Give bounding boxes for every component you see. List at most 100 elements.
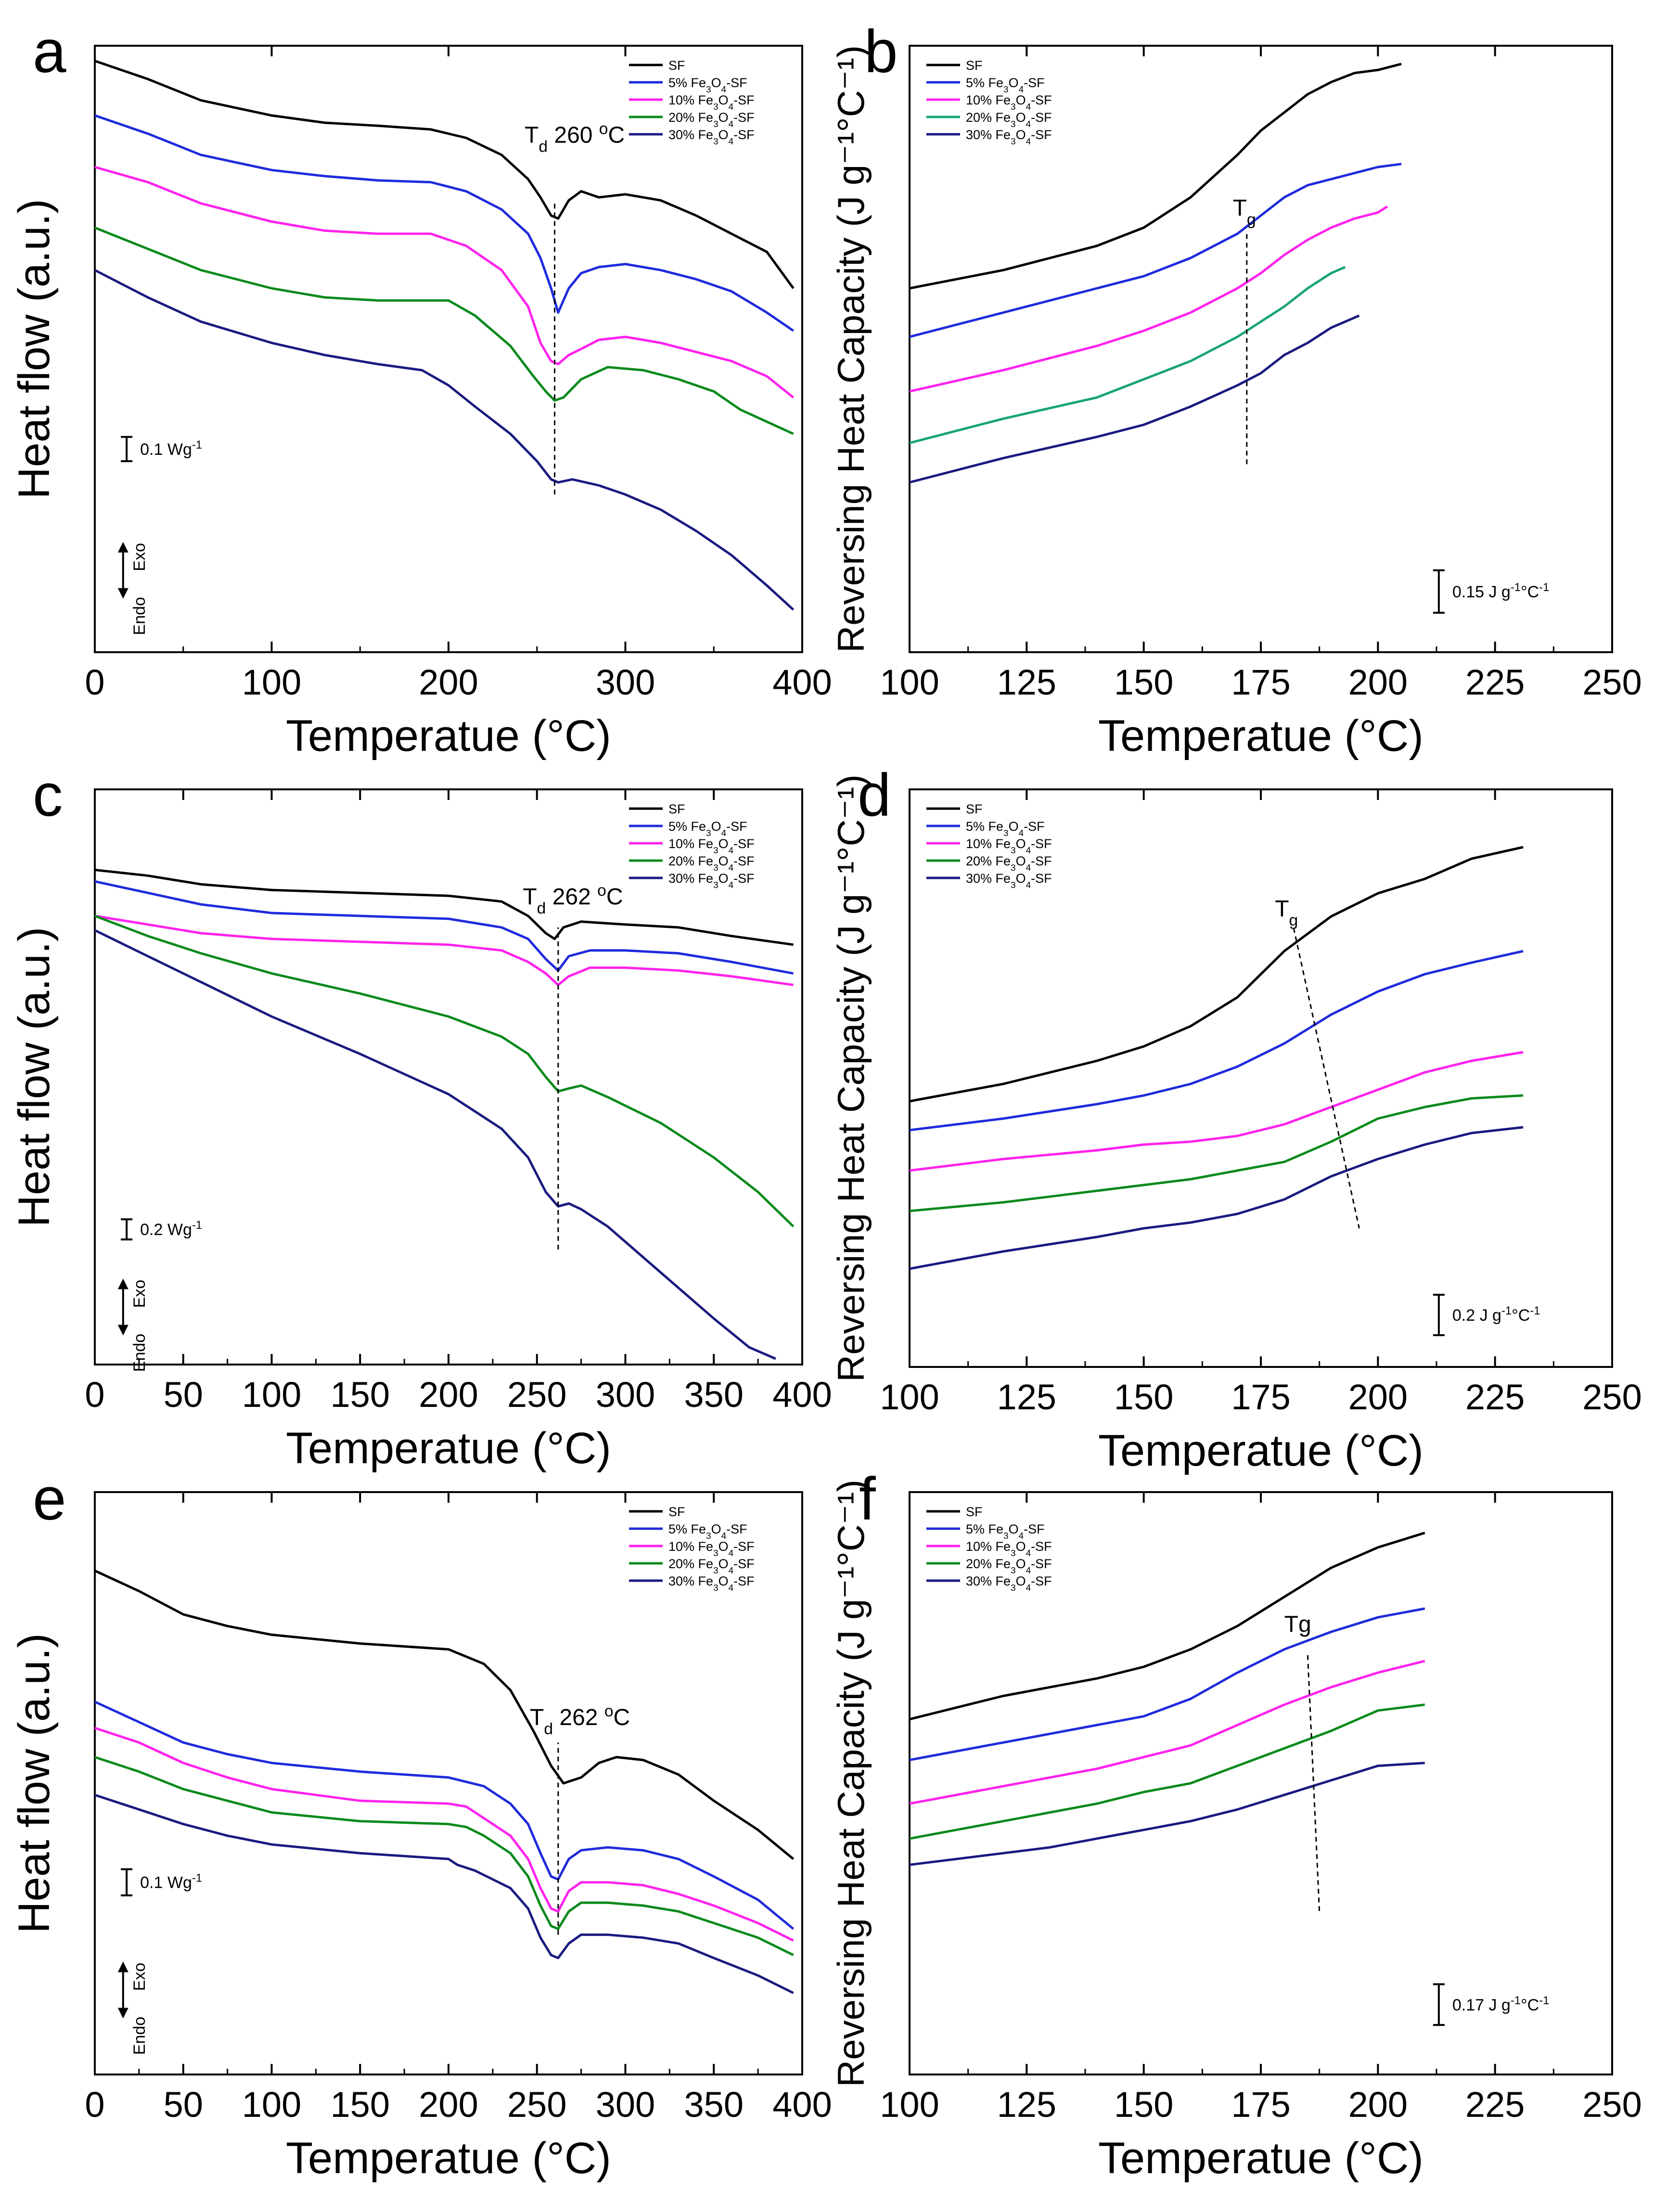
x-tick-label: 50 (164, 2085, 203, 2125)
x-tick-label: 50 (164, 1375, 203, 1415)
x-tick-label: 200 (419, 662, 478, 702)
series-line-3 (94, 226, 794, 435)
y-axis-title: Reversing Heat Capacity (J g⁻¹°C⁻¹) (830, 1480, 872, 2087)
scale-bar-label: 0.1 Wg-1 (140, 1871, 202, 1892)
x-tick-label: 125 (997, 1377, 1056, 1417)
legend-label: 30% Fe3O4-SF (966, 1574, 1052, 1593)
exo-label: Exo (130, 1963, 149, 1991)
x-tick-label: 175 (1231, 1377, 1290, 1417)
series-line-3 (94, 1756, 794, 1957)
legend-label: 10% Fe3O4-SF (668, 837, 755, 856)
series-line-1 (909, 163, 1402, 338)
series-line-3 (909, 1094, 1524, 1212)
legend-label: 30% Fe3O4-SF (966, 128, 1052, 147)
x-axis-title: Temperatue (°C) (1098, 1426, 1424, 1475)
endo-label: Endo (130, 2017, 149, 2055)
panel-letter: c (33, 762, 63, 829)
series-line-4 (909, 1762, 1425, 1866)
endo-label: Endo (130, 597, 149, 635)
series-line-4 (909, 314, 1360, 484)
panel-letter: d (858, 762, 891, 829)
series-line-0 (909, 1532, 1425, 1721)
series-line-0 (94, 868, 794, 946)
panel-f: f 100 125 150 175 200 225 250 Temperatue (°C) Rev… (830, 1466, 1642, 2183)
series-line-2 (94, 1726, 794, 1942)
x-tick-label: 225 (1465, 1377, 1525, 1417)
scale-bar-label: 0.17 J g-1°C-1 (1452, 1994, 1549, 2014)
legend-label: 20% Fe3O4-SF (668, 1557, 755, 1576)
legend-label: SF (668, 802, 685, 816)
x-tick-label: 250 (507, 2085, 566, 2125)
series-line-1 (909, 950, 1524, 1132)
exo-label: Exo (130, 543, 149, 571)
x-tick-label: 350 (684, 1375, 744, 1415)
x-tick-label: 150 (1114, 1377, 1173, 1417)
x-tick-label: 100 (242, 662, 301, 702)
panel-c: c 0 50 100 150 200 250 300 350 400 Temperatue (°C)… (10, 762, 832, 1473)
panel-a: a 0 100 200 300 400 Temperatue (°C) Heat flow (… (10, 18, 832, 760)
x-tick-label: 225 (1465, 662, 1525, 702)
x-tick-label: 0 (85, 662, 104, 702)
series-line-2 (909, 1051, 1524, 1172)
scale-bar-label: 0.2 J g-1°C-1 (1452, 1304, 1540, 1325)
legend-label: 10% Fe3O4-SF (668, 93, 755, 112)
legend-label: 10% Fe3O4-SF (966, 1539, 1052, 1559)
series-line-0 (909, 63, 1402, 290)
series-line-3 (909, 1703, 1425, 1840)
x-tick-label: 200 (1348, 2085, 1408, 2125)
arrow-down-icon (117, 1325, 128, 1336)
x-tick-label: 125 (997, 662, 1056, 702)
x-axis-title: Temperatue (°C) (1098, 711, 1424, 760)
legend-label: SF (966, 802, 983, 816)
x-tick-label: 150 (1114, 662, 1173, 702)
x-axis-title: Temperatue (°C) (286, 711, 611, 760)
x-tick-label: 0 (85, 1375, 104, 1415)
scale-bar-label: 0.15 J g-1°C-1 (1452, 581, 1549, 602)
arrow-down-icon (117, 588, 128, 599)
panel-letter: f (859, 1466, 876, 1533)
transition-marker-line (1293, 928, 1360, 1229)
annotation-label: Tg (1284, 1611, 1311, 1637)
legend-label: 20% Fe3O4-SF (966, 854, 1052, 873)
x-tick-label: 150 (331, 1375, 390, 1415)
x-tick-label: 150 (331, 2085, 390, 2125)
x-tick-label: 400 (772, 1375, 832, 1415)
series-line-4 (94, 1793, 794, 1994)
series-line-1 (94, 1700, 795, 1930)
series-line-3 (909, 266, 1346, 444)
x-tick-label: 300 (596, 662, 655, 702)
x-tick-label: 400 (772, 662, 832, 702)
x-tick-label: 350 (684, 2085, 744, 2125)
legend-label: 5% Fe3O4-SF (966, 1522, 1045, 1541)
legend-label: 30% Fe3O4-SF (966, 871, 1052, 890)
arrow-up-icon (117, 1961, 128, 1972)
y-axis-title: Heat flow (a.u.) (10, 927, 59, 1227)
x-tick-label: 250 (1582, 2085, 1642, 2125)
x-tick-label: 300 (596, 2085, 655, 2125)
arrow-up-icon (117, 1278, 128, 1289)
legend-label: 30% Fe3O4-SF (668, 1574, 755, 1593)
x-tick-label: 400 (772, 2085, 832, 2125)
x-tick-label: 100 (880, 2085, 939, 2125)
series-line-0 (94, 60, 795, 289)
y-axis-title: Heat flow (a.u.) (10, 199, 59, 499)
arrow-down-icon (117, 2008, 128, 2019)
x-tick-label: 100 (880, 1377, 939, 1417)
x-tick-label: 100 (242, 2085, 301, 2125)
series-line-1 (94, 114, 795, 332)
series-line-1 (909, 1607, 1425, 1762)
x-axis-title: Temperatue (°C) (1098, 2134, 1424, 2183)
panel-letter: e (33, 1466, 66, 1533)
series-line-1 (94, 880, 794, 975)
annotation-label: Tg (1233, 195, 1256, 229)
series-line-4 (94, 929, 776, 1360)
legend-label: SF (668, 58, 685, 73)
legend-label: 10% Fe3O4-SF (966, 93, 1052, 112)
legend-label: 5% Fe3O4-SF (966, 819, 1045, 838)
x-tick-label: 200 (1348, 1377, 1408, 1417)
legend-label: SF (668, 1505, 685, 1519)
legend-label: SF (966, 58, 983, 73)
x-tick-label: 175 (1231, 2085, 1290, 2125)
x-tick-label: 200 (1348, 662, 1408, 702)
